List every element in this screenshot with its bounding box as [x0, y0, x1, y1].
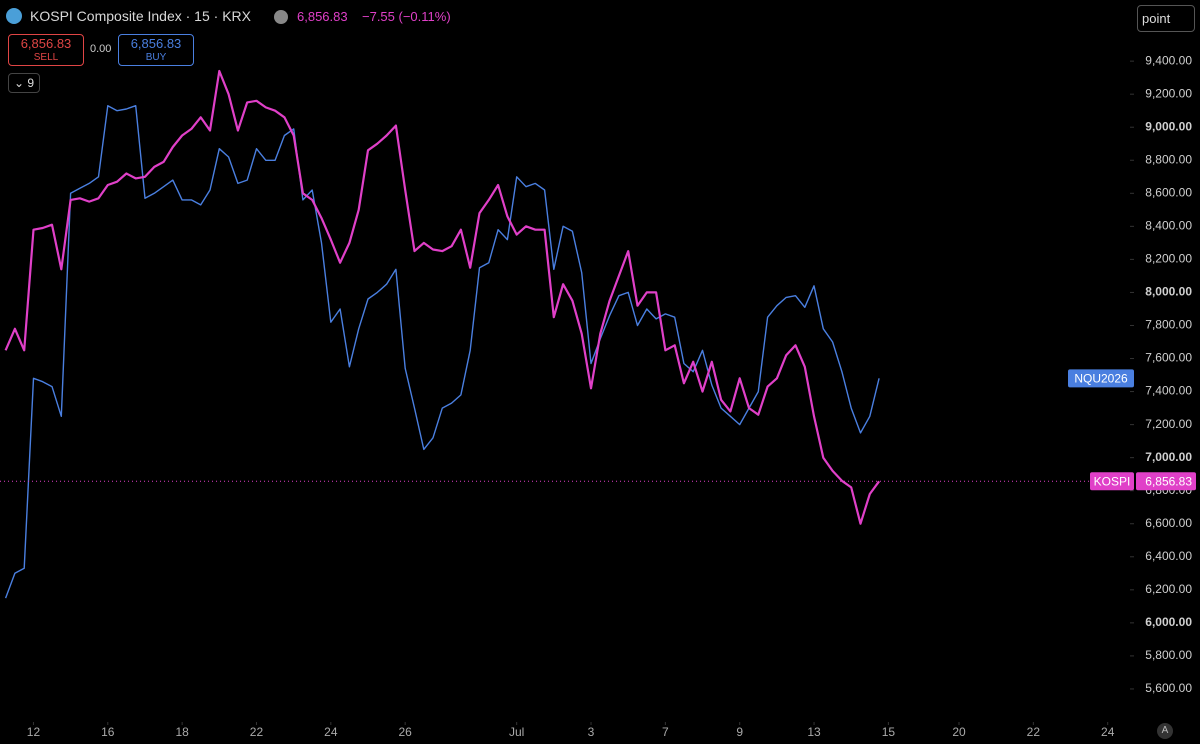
y-tick-label: 8,800.00 [1145, 152, 1192, 166]
x-tick-label: 13 [807, 725, 821, 739]
series-line [4, 105, 880, 599]
y-tick-label: 7,200.00 [1145, 417, 1192, 431]
y-tick-label: 8,600.00 [1145, 185, 1192, 199]
buy-label: BUY [145, 52, 167, 63]
indicators-toggle[interactable]: ⌄ 9 [8, 73, 40, 93]
symbol-logo [6, 8, 22, 24]
y-tick-label: 9,200.00 [1145, 86, 1192, 100]
x-tick-label: 9 [736, 725, 743, 739]
x-tick-label: 15 [882, 725, 896, 739]
x-tick-label: 22 [250, 725, 264, 739]
x-tick-label: 22 [1027, 725, 1041, 739]
y-tick-label: 9,000.00 [1145, 119, 1192, 133]
y-tick-label: 9,400.00 [1145, 53, 1192, 67]
buy-price: 6,856.83 [130, 36, 182, 51]
y-tick-label: 6,200.00 [1145, 582, 1192, 596]
x-tick-label: 24 [1101, 725, 1115, 739]
symbol-search[interactable]: point [1137, 5, 1195, 32]
buy-button[interactable]: 6,856.83 BUY [118, 34, 194, 66]
series-tag [1090, 472, 1134, 491]
x-tick-label: 26 [398, 725, 412, 739]
y-tick-label: 8,200.00 [1145, 252, 1192, 266]
y-tick-label: 5,600.00 [1145, 681, 1192, 695]
y-tick-label: 7,600.00 [1145, 351, 1192, 365]
price-change: −7.55 (−0.11%) [362, 9, 451, 24]
market-status[interactable] [274, 10, 288, 24]
spread: 0.00 [90, 43, 112, 55]
x-tick-label: 3 [588, 725, 595, 739]
x-tick-label: Jul [509, 725, 524, 739]
series-line [4, 69, 880, 525]
sell-label: SELL [33, 52, 59, 63]
indicator-count: 9 [27, 76, 35, 90]
price-tag [1136, 472, 1196, 491]
y-tick-label: 8,000.00 [1145, 285, 1192, 299]
y-tick-label: 7,800.00 [1145, 318, 1192, 332]
series-tag [1068, 369, 1134, 388]
last-price: 6,856.83 [297, 9, 348, 24]
series-tag-name: KOSPI [1094, 474, 1131, 488]
x-tick-label: 24 [324, 725, 338, 739]
auto-scale[interactable]: A [1157, 723, 1173, 739]
symbol-title[interactable]: KOSPI Composite Index · 15 · KRX [30, 8, 251, 24]
x-tick-label: 20 [952, 725, 966, 739]
y-tick-label: 7,000.00 [1145, 450, 1192, 464]
y-tick-label: 6,400.00 [1145, 549, 1192, 563]
price-tag-label: 6,856.83 [1145, 474, 1192, 488]
y-tick-label: 6,000.00 [1145, 615, 1192, 629]
x-tick-label: 12 [27, 725, 41, 739]
y-tick-label: 6,600.00 [1145, 516, 1192, 530]
sell-button[interactable]: 6,856.83 SELL [8, 34, 84, 66]
x-tick-label: 16 [101, 725, 115, 739]
sell-price: 6,856.83 [20, 36, 72, 51]
y-tick-label: 8,400.00 [1145, 219, 1192, 233]
series-tag-name: NQU2026 [1074, 372, 1128, 386]
x-tick-label: 18 [175, 725, 189, 739]
x-tick-label: 7 [662, 725, 669, 739]
y-tick-label: 7,400.00 [1145, 384, 1192, 398]
y-tick-label: 5,800.00 [1145, 648, 1192, 662]
